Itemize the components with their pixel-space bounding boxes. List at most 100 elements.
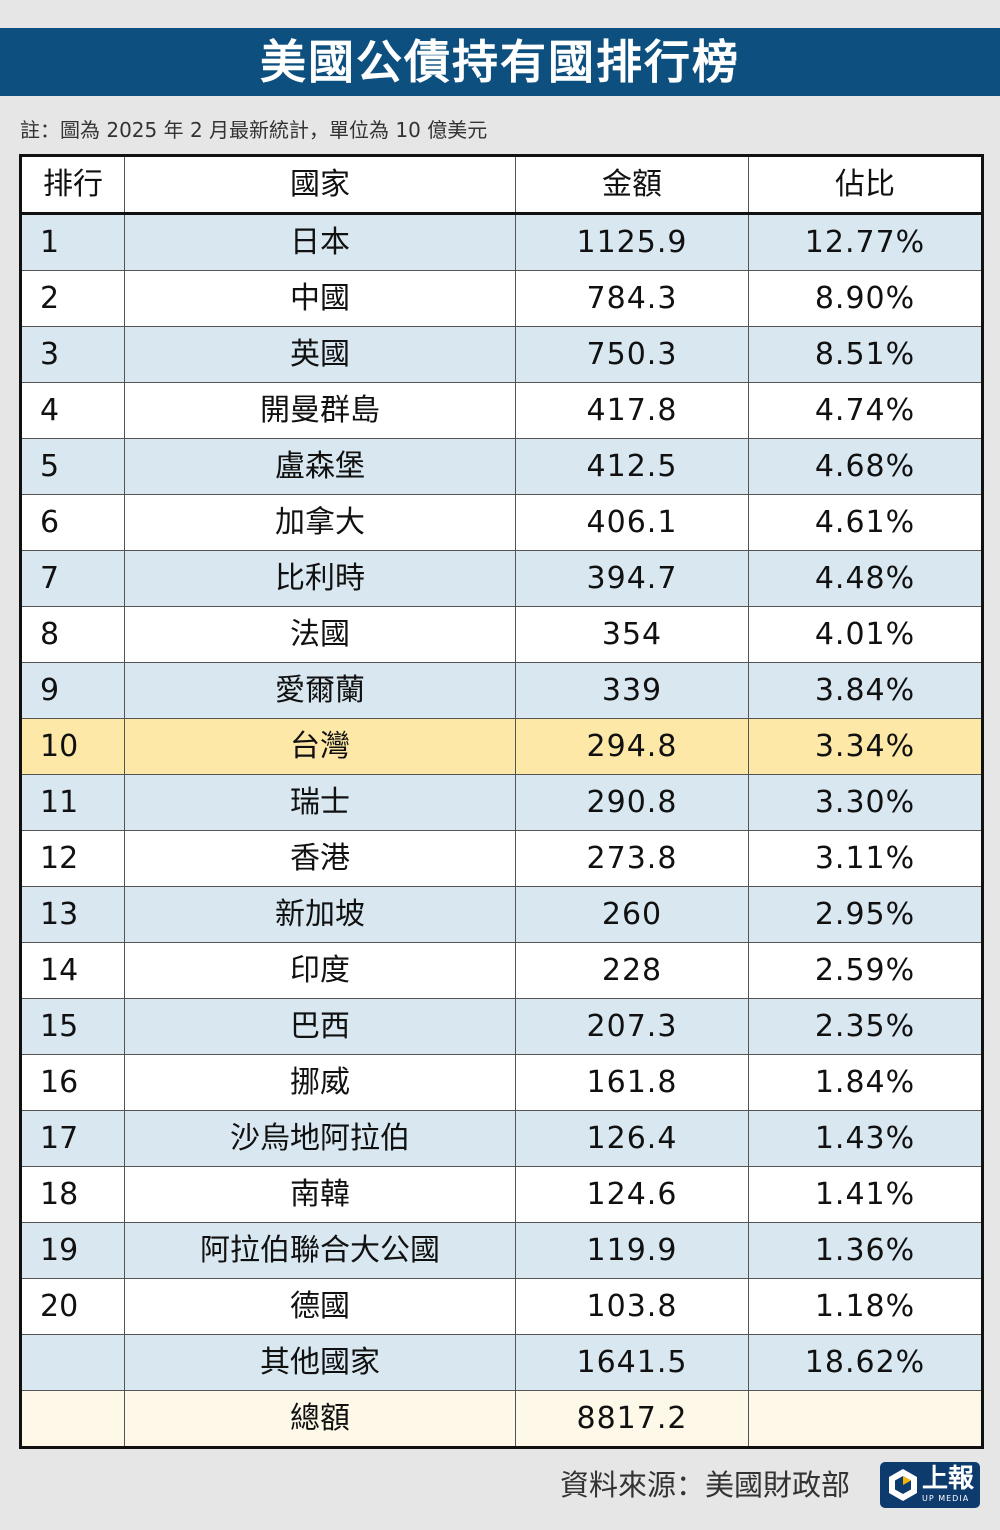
cell-share: 1.41% xyxy=(748,1166,983,1223)
logo-subtext: UP MEDIA xyxy=(922,1494,970,1503)
table-row: 其他國家 1641.5 18.62% xyxy=(20,1334,983,1391)
cell-share: 2.35% xyxy=(748,998,983,1055)
cell-amount: 1641.5 xyxy=(515,1334,749,1391)
cell-amount: 103.8 xyxy=(515,1278,749,1335)
cell-amount: 294.8 xyxy=(515,718,749,775)
logo-text: 上報 xyxy=(922,1464,975,1494)
cell-share: 8.90% xyxy=(748,270,983,327)
cell-share xyxy=(748,1390,983,1448)
source-credit: 資料來源：美國財政部 xyxy=(560,1468,851,1502)
cell-share: 2.59% xyxy=(748,942,983,999)
table-row: 19 阿拉伯聯合大公國 119.9 1.36% xyxy=(20,1222,983,1279)
cell-country: 沙烏地阿拉伯 xyxy=(124,1110,516,1167)
header-amount: 金額 xyxy=(515,155,749,214)
cell-rank: 5 xyxy=(20,438,125,495)
header-country: 國家 xyxy=(124,155,516,214)
table-row: 13 新加坡 260 2.95% xyxy=(20,886,983,943)
table-row: 4 開曼群島 417.8 4.74% xyxy=(20,382,983,439)
cell-rank: 7 xyxy=(20,550,125,607)
cell-share: 3.30% xyxy=(748,774,983,831)
unit-note: 註：圖為 2025 年 2 月最新統計，單位為 10 億美元 xyxy=(20,118,488,142)
logo-hexagon-icon xyxy=(889,1469,917,1501)
cell-country: 比利時 xyxy=(124,550,516,607)
cell-country: 台灣 xyxy=(124,718,516,775)
cell-rank xyxy=(20,1334,125,1391)
cell-amount: 8817.2 xyxy=(515,1390,749,1448)
table-row: 10 台灣 294.8 3.34% xyxy=(20,718,983,775)
cell-share: 1.84% xyxy=(748,1054,983,1111)
table-row: 9 愛爾蘭 339 3.84% xyxy=(20,662,983,719)
holdings-table-container: 排行 國家 金額 佔比 1 日本 1125.9 12.77% 2 中國 784.3 8.90%… xyxy=(19,154,984,1449)
cell-amount: 354 xyxy=(515,606,749,663)
table-row: 7 比利時 394.7 4.48% xyxy=(20,550,983,607)
cell-rank: 4 xyxy=(20,382,125,439)
cell-amount: 1125.9 xyxy=(515,213,749,271)
cell-share: 4.68% xyxy=(748,438,983,495)
cell-amount: 161.8 xyxy=(515,1054,749,1111)
cell-share: 3.34% xyxy=(748,718,983,775)
cell-country: 加拿大 xyxy=(124,494,516,551)
table-row: 16 挪威 161.8 1.84% xyxy=(20,1054,983,1111)
table-body: 1 日本 1125.9 12.77% 2 中國 784.3 8.90% 3 英國 750.3 8.51… xyxy=(20,213,983,1448)
cell-share: 4.74% xyxy=(748,382,983,439)
cell-amount: 260 xyxy=(515,886,749,943)
table-row: 5 盧森堡 412.5 4.68% xyxy=(20,438,983,495)
cell-share: 2.95% xyxy=(748,886,983,943)
cell-share: 1.18% xyxy=(748,1278,983,1335)
cell-share: 8.51% xyxy=(748,326,983,383)
table-row: 11 瑞士 290.8 3.30% xyxy=(20,774,983,831)
cell-share: 4.48% xyxy=(748,550,983,607)
cell-country: 日本 xyxy=(124,213,516,271)
cell-rank: 1 xyxy=(20,213,125,271)
table-row: 12 香港 273.8 3.11% xyxy=(20,830,983,887)
cell-rank: 6 xyxy=(20,494,125,551)
cell-amount: 290.8 xyxy=(515,774,749,831)
cell-country: 開曼群島 xyxy=(124,382,516,439)
cell-country: 愛爾蘭 xyxy=(124,662,516,719)
cell-amount: 228 xyxy=(515,942,749,999)
table-row: 2 中國 784.3 8.90% xyxy=(20,270,983,327)
cell-rank: 20 xyxy=(20,1278,125,1335)
cell-amount: 394.7 xyxy=(515,550,749,607)
cell-amount: 207.3 xyxy=(515,998,749,1055)
cell-share: 1.43% xyxy=(748,1110,983,1167)
cell-amount: 124.6 xyxy=(515,1166,749,1223)
table-row: 6 加拿大 406.1 4.61% xyxy=(20,494,983,551)
cell-amount: 417.8 xyxy=(515,382,749,439)
cell-rank: 9 xyxy=(20,662,125,719)
table-row: 1 日本 1125.9 12.77% xyxy=(20,213,983,271)
cell-rank: 16 xyxy=(20,1054,125,1111)
cell-country: 英國 xyxy=(124,326,516,383)
cell-country: 阿拉伯聯合大公國 xyxy=(124,1222,516,1279)
cell-rank: 11 xyxy=(20,774,125,831)
cell-rank xyxy=(20,1390,125,1448)
cell-rank: 12 xyxy=(20,830,125,887)
cell-country: 盧森堡 xyxy=(124,438,516,495)
cell-country: 德國 xyxy=(124,1278,516,1335)
cell-rank: 3 xyxy=(20,326,125,383)
cell-share: 12.77% xyxy=(748,213,983,271)
table-row: 18 南韓 124.6 1.41% xyxy=(20,1166,983,1223)
cell-amount: 339 xyxy=(515,662,749,719)
cell-rank: 8 xyxy=(20,606,125,663)
cell-country: 巴西 xyxy=(124,998,516,1055)
cell-share: 4.61% xyxy=(748,494,983,551)
cell-share: 3.84% xyxy=(748,662,983,719)
table-row: 8 法國 354 4.01% xyxy=(20,606,983,663)
cell-rank: 19 xyxy=(20,1222,125,1279)
cell-rank: 13 xyxy=(20,886,125,943)
cell-share: 3.11% xyxy=(748,830,983,887)
holdings-table: 排行 國家 金額 佔比 1 日本 1125.9 12.77% 2 中國 784.3 8.90%… xyxy=(19,154,984,1449)
cell-country: 其他國家 xyxy=(124,1334,516,1391)
table-row: 總額 8817.2 xyxy=(20,1390,983,1448)
cell-country: 新加坡 xyxy=(124,886,516,943)
cell-share: 4.01% xyxy=(748,606,983,663)
table-row: 15 巴西 207.3 2.35% xyxy=(20,998,983,1055)
cell-rank: 17 xyxy=(20,1110,125,1167)
page-title: 美國公債持有國排行榜 xyxy=(0,28,1000,96)
cell-rank: 2 xyxy=(20,270,125,327)
header-share: 佔比 xyxy=(748,155,983,214)
cell-amount: 406.1 xyxy=(515,494,749,551)
cell-country: 南韓 xyxy=(124,1166,516,1223)
cell-rank: 18 xyxy=(20,1166,125,1223)
